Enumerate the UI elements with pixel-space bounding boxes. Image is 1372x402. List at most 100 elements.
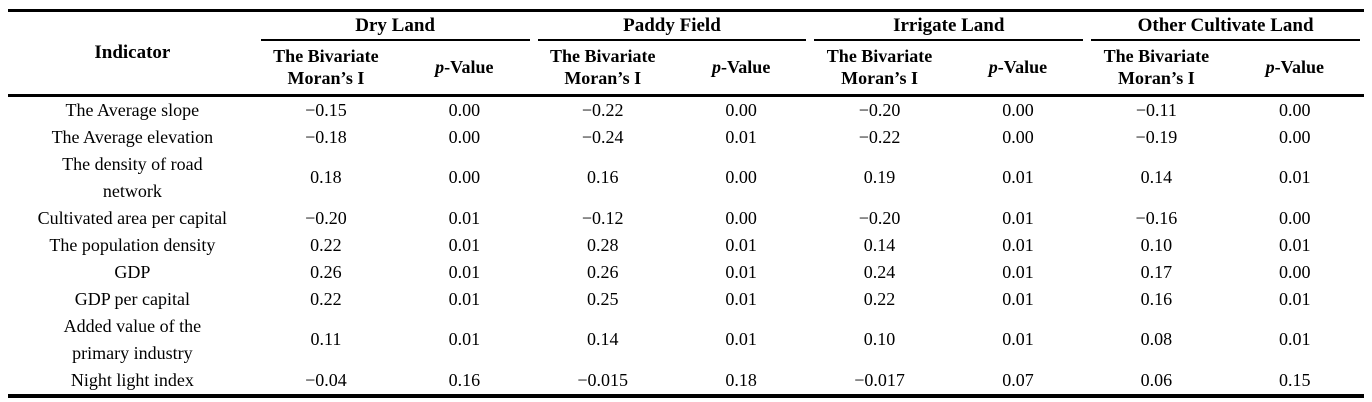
row-indicator: Added value of the primary industry: [63, 315, 202, 363]
cell-value: −0.22: [581, 99, 624, 120]
cell-value: 0.08: [1140, 329, 1173, 349]
cell-value: 0.10: [1140, 234, 1173, 255]
cell-value: 0.01: [448, 329, 481, 349]
subheader-p-value-paddy: p-Value: [672, 41, 810, 95]
cell-value: 0.00: [448, 99, 481, 120]
cell-value: 0.01: [448, 288, 481, 309]
cell-value: 0.15: [1279, 369, 1311, 390]
subheader-p-value-other: p-Value: [1226, 41, 1364, 95]
cell-value: 0.01: [448, 234, 481, 255]
cell-value: 0.00: [725, 99, 757, 120]
p-value-rest: -Value: [997, 57, 1048, 78]
cell-value: 0.01: [1002, 288, 1034, 309]
cell-value: −0.24: [581, 126, 624, 147]
table-row-night-light-index: Night light index −0.04 0.16 −0.015 0.18…: [8, 367, 1364, 396]
cell-value: 0.01: [1279, 167, 1311, 187]
cell-value: 0.07: [1002, 369, 1034, 390]
cell-value: −0.22: [858, 126, 901, 147]
table-body: The Average slope −0.15 0.00 −0.22 0.00 …: [8, 95, 1364, 396]
cell-value: 0.00: [1002, 99, 1034, 120]
subheader-row: The Bivariate Moran’s I p-Value The Biva…: [8, 41, 1364, 95]
subheader-morans-i-dry: The Bivariate Moran’s I: [273, 46, 379, 89]
p-italic: p: [711, 57, 721, 78]
group-label-irrigate-land: Irrigate Land: [814, 12, 1084, 41]
cell-value: 0.24: [863, 261, 896, 282]
table-row-population-density: The population density 0.22 0.01 0.28 0.…: [8, 232, 1364, 259]
cell-value: 0.01: [725, 329, 757, 349]
cell-value: 0.01: [725, 126, 757, 147]
cell-value: 0.14: [1140, 167, 1173, 187]
table-row-average-slope: The Average slope −0.15 0.00 −0.22 0.00 …: [8, 95, 1364, 124]
p-italic: p: [988, 57, 998, 78]
group-label-other-cultivate-land: Other Cultivate Land: [1091, 12, 1360, 41]
row-indicator: The population density: [49, 234, 216, 255]
cell-value: −0.11: [1135, 99, 1177, 120]
cell-value: 0.00: [448, 126, 481, 147]
row-indicator: The Average slope: [65, 99, 200, 120]
cell-value: 0.01: [725, 288, 757, 309]
group-header-dry-land: Dry Land: [257, 11, 534, 41]
row-indicator: The Average elevation: [51, 126, 214, 147]
cell-value: 0.22: [310, 288, 342, 309]
cell-value: 0.22: [310, 234, 342, 255]
cell-value: 0.26: [310, 261, 342, 282]
subheader-morans-i-irrigate: The Bivariate Moran’s I: [826, 46, 933, 89]
cell-value: 0.26: [586, 261, 619, 282]
cell-value: −0.04: [305, 369, 347, 390]
p-italic: p: [435, 57, 445, 78]
cell-value: 0.01: [1279, 288, 1311, 309]
cell-value: −0.15: [305, 99, 347, 120]
cell-value: 0.16: [1140, 288, 1173, 309]
subheader-morans-i-other: The Bivariate Moran’s I: [1103, 46, 1210, 89]
p-value-rest: -Value: [720, 57, 771, 78]
cell-value: 0.01: [1279, 234, 1311, 255]
cell-value: 0.01: [1002, 207, 1034, 228]
cell-value: 0.00: [1279, 99, 1311, 120]
row-indicator: GDP per capital: [74, 288, 190, 309]
cell-value: −0.19: [1135, 126, 1178, 147]
cell-value: 0.00: [1279, 261, 1311, 282]
cell-value: 0.00: [725, 167, 757, 187]
cell-value: 0.01: [725, 234, 757, 255]
cell-value: 0.19: [863, 167, 896, 187]
cell-value: 0.01: [1002, 234, 1034, 255]
table-row-gdp: GDP 0.26 0.01 0.26 0.01 0.24 0.01 0.17 0…: [8, 259, 1364, 286]
cell-value: −0.20: [858, 99, 901, 120]
cell-value: −0.017: [854, 369, 905, 390]
cell-value: 0.00: [725, 207, 757, 228]
cell-value: 0.16: [586, 167, 619, 187]
cell-value: 0.28: [586, 234, 619, 255]
subheader-p-value-dry: p-Value: [395, 41, 533, 95]
cell-value: −0.20: [305, 207, 347, 228]
cell-value: 0.01: [725, 261, 757, 282]
cell-value: 0.06: [1140, 369, 1173, 390]
row-indicator: GDP: [114, 261, 151, 282]
group-label-paddy-field: Paddy Field: [537, 12, 807, 41]
indicator-column-header: Indicator: [94, 41, 171, 63]
cell-value: 0.14: [863, 234, 896, 255]
cell-value: −0.20: [858, 207, 901, 228]
cell-value: 0.01: [1002, 329, 1034, 349]
table-row-cultivated-area-per-capital: Cultivated area per capital −0.20 0.01 −…: [8, 205, 1364, 232]
cell-value: 0.18: [310, 167, 342, 187]
cell-value: 0.01: [1002, 261, 1034, 282]
cell-value: 0.01: [448, 261, 481, 282]
cell-value: 0.10: [863, 329, 896, 349]
cell-value: 0.01: [1279, 329, 1311, 349]
row-indicator: The density of road network: [62, 153, 203, 201]
subheader-p-value-irrigate: p-Value: [949, 41, 1087, 95]
cell-value: 0.17: [1140, 261, 1173, 282]
cell-value: 0.22: [863, 288, 896, 309]
table-row-primary-industry-added-value: Added value of the primary industry 0.11…: [8, 313, 1364, 367]
cell-value: 0.00: [448, 167, 481, 187]
p-value-rest: -Value: [1274, 57, 1324, 78]
cell-value: 0.16: [448, 369, 481, 390]
bivariate-morans-i-table: Indicator Dry Land Paddy Field Irrigate …: [8, 9, 1364, 398]
row-indicator: Night light index: [70, 369, 194, 390]
table-row-gdp-per-capital: GDP per capital 0.22 0.01 0.25 0.01 0.22…: [8, 286, 1364, 313]
group-header-other-cultivate-land: Other Cultivate Land: [1087, 11, 1364, 41]
cell-value: 0.00: [1002, 126, 1034, 147]
cell-value: 0.00: [1279, 126, 1311, 147]
cell-value: −0.16: [1135, 207, 1178, 228]
